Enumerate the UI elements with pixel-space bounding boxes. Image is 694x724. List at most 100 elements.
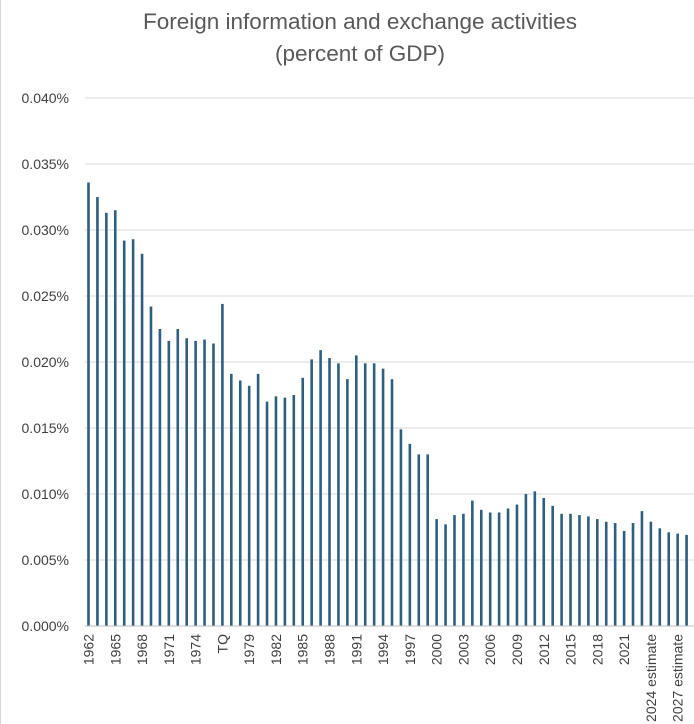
x-tick-label: 2027 estimate <box>670 634 686 722</box>
x-tick-label: 2012 <box>536 634 552 665</box>
bar <box>221 303 224 626</box>
bar <box>346 379 349 626</box>
x-tick-label: 2018 <box>589 634 605 665</box>
x-axis-tick-labels: 1962 1965 1968 1971 1974 TQ 1979 1982 1985 1988 19… <box>81 634 686 722</box>
x-tick-label: 1971 <box>161 634 177 665</box>
bar <box>667 532 671 626</box>
x-tick-label: 2024 estimate <box>643 634 659 722</box>
y-tick-label: 0.015% <box>22 420 69 436</box>
bar <box>399 429 403 626</box>
bar <box>604 521 608 626</box>
x-tick-label: 2009 <box>509 634 525 665</box>
bar <box>122 240 126 626</box>
bar <box>578 515 581 626</box>
bar <box>256 373 260 626</box>
bar <box>587 516 590 626</box>
y-tick-label: 0.010% <box>22 486 69 502</box>
bar <box>596 519 599 626</box>
bar <box>176 329 180 626</box>
bar <box>479 509 483 626</box>
bar <box>105 212 108 626</box>
y-tick-label: 0.030% <box>22 222 69 238</box>
chart-title-line1: Foreign information and exchange activit… <box>143 9 577 34</box>
bar <box>524 494 528 626</box>
x-tick-label: 2015 <box>563 634 579 665</box>
bar <box>676 533 679 626</box>
bar <box>640 511 644 626</box>
x-tick-label: 1985 <box>295 634 311 665</box>
x-tick-label: 1965 <box>107 634 123 665</box>
bar <box>238 380 242 626</box>
bar <box>649 521 653 626</box>
bar <box>542 497 546 626</box>
y-tick-label: 0.000% <box>22 618 69 634</box>
bar <box>381 368 385 626</box>
bar <box>247 385 251 626</box>
x-tick-label: 1962 <box>81 634 97 665</box>
bar <box>417 454 421 626</box>
x-tick-label: 1991 <box>348 634 364 665</box>
x-tick-label: 1997 <box>402 634 418 665</box>
bar <box>453 515 456 626</box>
bar <box>328 358 331 626</box>
bar <box>158 329 162 626</box>
bar-series <box>87 182 688 627</box>
bar <box>560 513 563 626</box>
bar <box>658 528 662 626</box>
bar <box>283 397 287 626</box>
bar <box>622 530 626 626</box>
bar <box>426 454 430 626</box>
bar <box>488 512 492 626</box>
bar <box>337 363 340 626</box>
x-tick-label: 2006 <box>482 634 498 665</box>
bar <box>533 491 537 626</box>
bar <box>274 396 278 626</box>
bar <box>506 508 510 626</box>
x-tick-label: 2000 <box>429 634 445 665</box>
y-tick-label: 0.025% <box>22 288 69 304</box>
bar <box>194 340 197 626</box>
x-tick-label: TQ <box>214 634 230 654</box>
bar <box>140 253 144 626</box>
y-tick-label: 0.040% <box>22 90 69 106</box>
bar <box>319 350 322 626</box>
bar <box>408 443 412 626</box>
bar <box>631 523 635 626</box>
chart-title: Foreign information and exchange activit… <box>0 6 694 70</box>
bar <box>354 355 358 626</box>
gridlines <box>85 97 694 561</box>
bar <box>149 306 153 626</box>
bar <box>301 377 305 626</box>
y-tick-label: 0.020% <box>22 354 69 370</box>
y-tick-label: 0.005% <box>22 552 69 568</box>
bar <box>203 339 206 626</box>
bar <box>292 395 296 626</box>
x-tick-label: 2003 <box>455 634 471 665</box>
x-tick-label: 1994 <box>375 634 391 665</box>
bar <box>310 359 313 626</box>
bar <box>87 182 90 627</box>
bar <box>569 513 572 626</box>
y-axis-tick-labels: 0.000% 0.005% 0.010% 0.015% 0.020% 0.025% 0.03… <box>22 90 69 634</box>
bar <box>113 210 117 626</box>
bar <box>363 363 367 626</box>
bar <box>462 513 465 626</box>
bar <box>685 534 688 626</box>
x-tick-label: 1988 <box>322 634 338 665</box>
bar <box>497 512 501 626</box>
bar <box>613 523 617 626</box>
bar <box>96 197 99 626</box>
bar <box>167 340 171 626</box>
bar <box>185 338 188 626</box>
x-tick-label: 1979 <box>241 634 257 665</box>
bar <box>265 401 269 626</box>
x-tick-label: 2021 <box>616 634 632 665</box>
x-tick-label: 1968 <box>134 634 150 665</box>
bar <box>435 519 438 626</box>
bar <box>551 505 554 626</box>
bar <box>515 504 519 626</box>
x-tick-label: 1974 <box>188 634 204 665</box>
x-tick-label: 1982 <box>268 634 284 665</box>
bar <box>372 363 376 626</box>
